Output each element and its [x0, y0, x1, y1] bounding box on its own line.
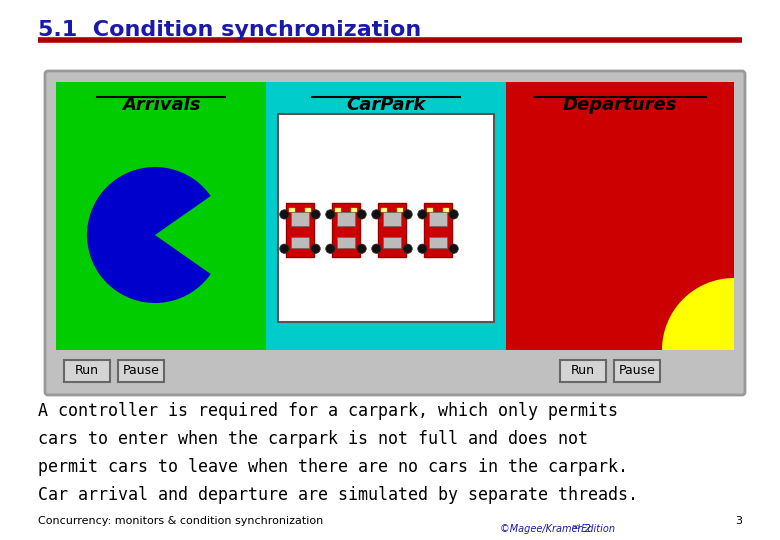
Text: A controller is required for a carpark, which only permits: A controller is required for a carpark, … [38, 402, 618, 420]
Bar [337, 237, 356, 248]
Bar [351, 208, 357, 212]
Circle shape [311, 210, 321, 219]
Bar [332, 202, 360, 257]
Bar [429, 212, 448, 226]
Circle shape [403, 244, 413, 253]
Bar [305, 208, 311, 212]
Circle shape [403, 210, 413, 219]
Bar [427, 208, 434, 212]
Wedge shape [87, 167, 211, 303]
Wedge shape [662, 278, 734, 350]
Circle shape [372, 244, 381, 253]
Bar [291, 212, 310, 226]
Text: Edition: Edition [578, 524, 615, 534]
Text: Run: Run [75, 364, 99, 377]
Bar [278, 114, 494, 322]
Circle shape [418, 244, 427, 253]
Circle shape [418, 210, 427, 219]
Bar [291, 237, 310, 248]
FancyBboxPatch shape [614, 360, 660, 382]
Bar [443, 208, 449, 212]
Text: Arrivals: Arrivals [122, 96, 200, 114]
Text: Pause: Pause [122, 364, 159, 377]
FancyBboxPatch shape [118, 360, 164, 382]
Circle shape [449, 210, 459, 219]
Text: 3: 3 [735, 516, 742, 526]
Circle shape [311, 244, 321, 253]
Text: Car arrival and departure are simulated by separate threads.: Car arrival and departure are simulated … [38, 486, 638, 504]
Bar [289, 208, 296, 212]
Bar [335, 208, 342, 212]
Bar [397, 208, 403, 212]
Text: CarPark: CarPark [346, 96, 426, 114]
Text: ©Magee/Kramer 2: ©Magee/Kramer 2 [500, 524, 591, 534]
Bar [424, 202, 452, 257]
Text: cars to enter when the carpark is not full and does not: cars to enter when the carpark is not fu… [38, 430, 588, 448]
Bar [266, 82, 506, 350]
Circle shape [357, 210, 367, 219]
Bar [381, 208, 388, 212]
Text: permit cars to leave when there are no cars in the carpark.: permit cars to leave when there are no c… [38, 458, 628, 476]
Text: Departures: Departures [562, 96, 677, 114]
Bar [383, 237, 402, 248]
Bar [56, 82, 266, 350]
Circle shape [326, 210, 335, 219]
Text: Run: Run [571, 364, 595, 377]
Text: 5.1  Condition synchronization: 5.1 Condition synchronization [38, 20, 421, 40]
Circle shape [449, 244, 459, 253]
Circle shape [357, 244, 367, 253]
Bar [429, 237, 448, 248]
Bar [337, 212, 356, 226]
Text: nd: nd [572, 524, 581, 530]
Circle shape [280, 244, 289, 253]
FancyBboxPatch shape [64, 360, 110, 382]
Circle shape [280, 210, 289, 219]
FancyBboxPatch shape [560, 360, 606, 382]
Text: Pause: Pause [619, 364, 655, 377]
Circle shape [326, 244, 335, 253]
Bar [506, 82, 734, 350]
Bar [383, 212, 402, 226]
Bar [286, 202, 314, 257]
FancyBboxPatch shape [45, 71, 745, 395]
Text: Concurrency: monitors & condition synchronization: Concurrency: monitors & condition synchr… [38, 516, 323, 526]
Bar [378, 202, 406, 257]
Circle shape [372, 210, 381, 219]
